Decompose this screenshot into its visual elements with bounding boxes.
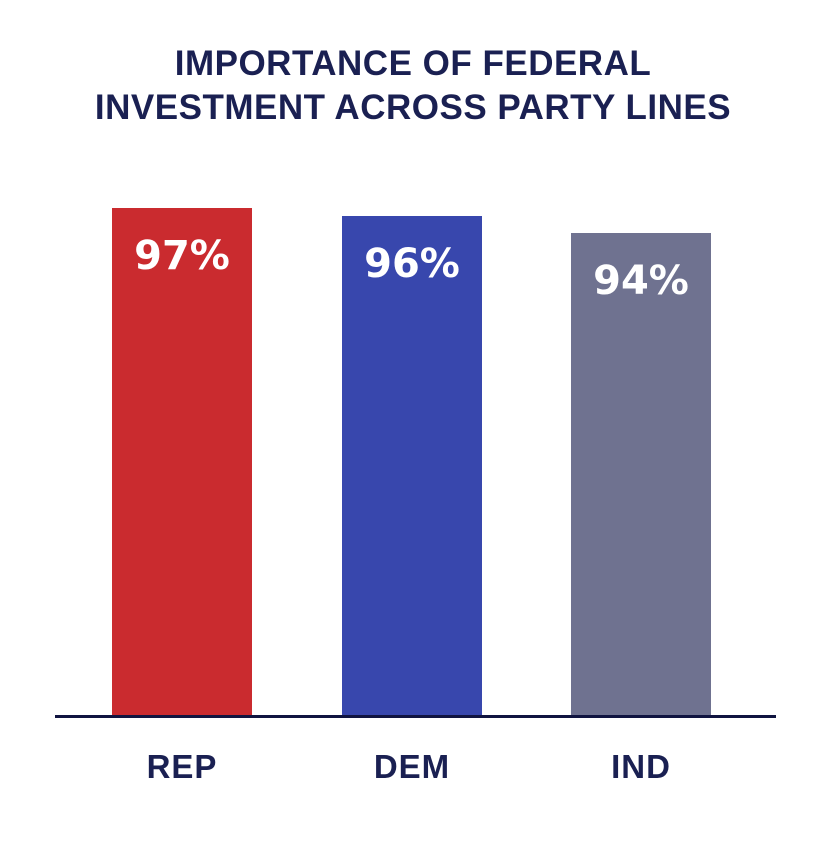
x-axis-label-dem: DEM — [373, 748, 451, 785]
bar-rep: 97% — [112, 208, 252, 717]
chart-title: IMPORTANCE OF FEDERAL INVESTMENT ACROSS … — [0, 42, 826, 130]
x-axis-line — [55, 715, 776, 718]
bar-dem: 96% — [342, 216, 482, 717]
plot-area: 97% 96% 94% — [112, 208, 711, 717]
bar-value-dem: 96% — [364, 241, 460, 287]
bar-value-rep: 97% — [134, 233, 230, 279]
x-axis-label-rep: REP — [146, 748, 218, 785]
chart-title-line-2: INVESTMENT ACROSS PARTY LINES — [94, 88, 732, 127]
x-axis-labels: REP DEM IND — [0, 748, 826, 788]
chart-title-line-1: IMPORTANCE OF FEDERAL — [174, 44, 652, 83]
x-axis-label-ind: IND — [611, 748, 671, 785]
bar-ind: 94% — [571, 233, 711, 717]
bar-value-ind: 94% — [593, 258, 689, 304]
